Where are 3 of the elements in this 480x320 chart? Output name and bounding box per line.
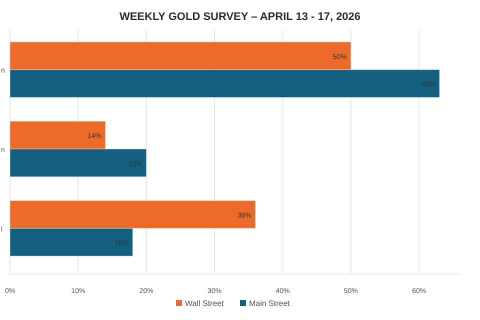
chart-title: WEEKLY GOLD SURVEY – APRIL 13 - 17, 2026 [119,11,361,23]
legend-label: Main Street [249,299,291,308]
legend-label: Wall Street [185,299,225,308]
